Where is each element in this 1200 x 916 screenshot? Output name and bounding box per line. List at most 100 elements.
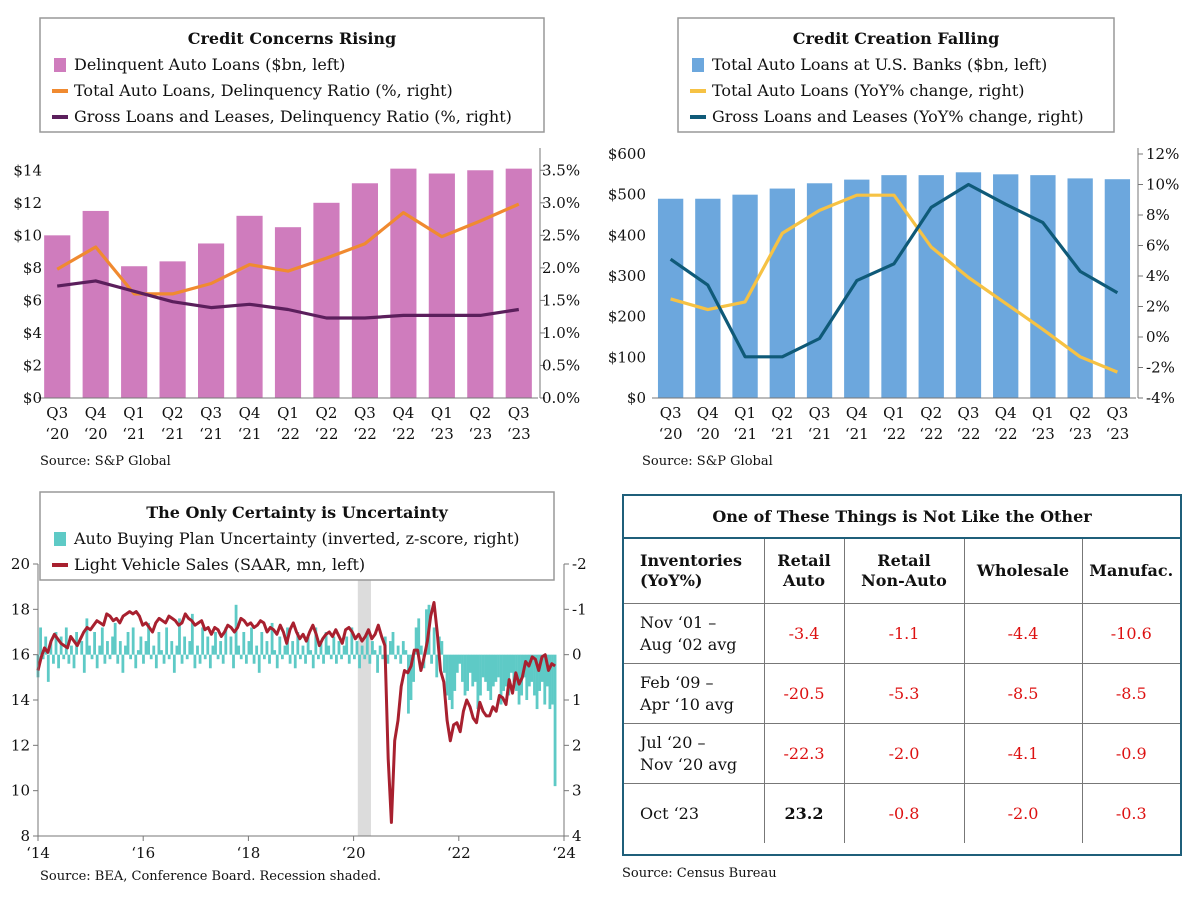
bar bbox=[1067, 178, 1093, 398]
table-row: Oct ‘23 23.2 -0.8 -2.0 -0.3 bbox=[624, 783, 1180, 843]
bar bbox=[351, 183, 378, 398]
bar bbox=[293, 654, 297, 669]
category-label: ‘21 bbox=[199, 425, 223, 443]
category-label: Q1 bbox=[734, 404, 756, 422]
bar bbox=[260, 632, 264, 655]
bar bbox=[201, 627, 205, 655]
bar bbox=[347, 654, 351, 664]
right-tick-label: 0.0% bbox=[542, 389, 580, 407]
bar bbox=[175, 645, 179, 655]
bar bbox=[881, 175, 907, 398]
bar bbox=[538, 654, 542, 691]
bar bbox=[324, 632, 328, 655]
category-label: ‘21 bbox=[122, 425, 146, 443]
bar bbox=[342, 645, 346, 655]
bar bbox=[316, 654, 320, 660]
bar bbox=[396, 645, 400, 655]
bar bbox=[461, 654, 464, 682]
right-tick-label: 6% bbox=[1146, 237, 1170, 255]
category-label: Q4 bbox=[85, 404, 107, 422]
bar bbox=[229, 636, 233, 655]
category-label: ‘21 bbox=[733, 425, 757, 443]
cell-value: -0.9 bbox=[1081, 723, 1180, 784]
cell-value: -5.3 bbox=[843, 663, 965, 724]
cell-value: -3.4 bbox=[763, 603, 845, 664]
bar bbox=[363, 654, 367, 660]
bar bbox=[769, 188, 795, 398]
source-note: Source: BEA, Conference Board. Recession… bbox=[40, 869, 381, 884]
left-tick-label: 14 bbox=[11, 691, 30, 709]
cell-value: -4.4 bbox=[963, 603, 1083, 664]
category-label: Q3 bbox=[660, 404, 682, 422]
bar bbox=[322, 654, 325, 664]
bar bbox=[394, 654, 397, 660]
bar bbox=[291, 641, 295, 655]
bar bbox=[244, 654, 248, 664]
legend-box bbox=[39, 491, 555, 581]
bar bbox=[188, 641, 192, 655]
cell-value: -0.3 bbox=[1081, 783, 1180, 843]
bar bbox=[144, 641, 148, 655]
right-tick-label: 12% bbox=[1146, 145, 1179, 163]
bar bbox=[390, 168, 417, 398]
bar bbox=[95, 654, 99, 669]
right-tick-label: 3.5% bbox=[542, 161, 580, 179]
bar bbox=[419, 645, 423, 655]
right-tick-label: -2 bbox=[572, 555, 587, 573]
x-tick-label: ‘18 bbox=[236, 844, 260, 862]
cell-value: -2.0 bbox=[963, 783, 1083, 843]
category-label: ‘23 bbox=[1031, 425, 1055, 443]
category-label: Q1 bbox=[123, 404, 145, 422]
bar bbox=[353, 654, 356, 660]
bar bbox=[80, 641, 84, 655]
series-line bbox=[670, 193, 1119, 374]
category-label: ‘22 bbox=[391, 425, 415, 443]
bar bbox=[553, 654, 557, 787]
legend-entry: Gross Loans and Leases (YoY% change, rig… bbox=[712, 107, 1084, 126]
table-grid: Inventories (YoY%) Retail Auto Retail No… bbox=[624, 539, 1180, 843]
bar bbox=[443, 654, 446, 673]
bar bbox=[540, 654, 544, 682]
bar bbox=[360, 645, 364, 655]
left-tick-label: $100 bbox=[608, 348, 646, 366]
bar bbox=[147, 622, 151, 655]
left-tick-label: $600 bbox=[608, 145, 646, 163]
bar bbox=[507, 654, 511, 696]
bar bbox=[486, 654, 490, 691]
right-tick-label: 0 bbox=[572, 646, 582, 664]
legend-box bbox=[39, 17, 545, 133]
legend-entry: Delinquent Auto Loans ($bn, left) bbox=[74, 55, 345, 74]
bar bbox=[435, 654, 439, 678]
comparison-table: One of These Things is Not Like the Othe… bbox=[622, 494, 1182, 856]
bar bbox=[527, 654, 531, 687]
category-label: ‘20 bbox=[84, 425, 108, 443]
right-tick-label: 0% bbox=[1146, 328, 1170, 346]
right-tick-label: 3 bbox=[572, 782, 582, 800]
chart-title: The Only Certainty is Uncertainty bbox=[146, 503, 448, 522]
bar bbox=[134, 654, 138, 669]
bar bbox=[409, 654, 413, 700]
bar bbox=[126, 632, 130, 655]
left-tick-label: $6 bbox=[23, 291, 42, 309]
bar bbox=[404, 650, 408, 655]
bar bbox=[466, 654, 469, 691]
bar bbox=[378, 645, 382, 655]
bar bbox=[193, 654, 197, 669]
category-label: Q4 bbox=[239, 404, 261, 422]
bar bbox=[504, 654, 508, 687]
bar bbox=[98, 645, 102, 655]
x-tick-label: ‘22 bbox=[447, 844, 471, 862]
category-label: Q2 bbox=[1069, 404, 1091, 422]
category-label: ‘22 bbox=[994, 425, 1018, 443]
right-tick-label: 0.5% bbox=[542, 356, 580, 374]
bar bbox=[49, 641, 53, 655]
bar bbox=[162, 654, 166, 664]
bar bbox=[502, 654, 506, 691]
bar bbox=[278, 636, 282, 655]
bar bbox=[41, 654, 45, 660]
right-tick-label: 3.0% bbox=[542, 194, 580, 212]
bar bbox=[183, 636, 187, 655]
category-label: Q3 bbox=[354, 404, 376, 422]
category-label: ‘23 bbox=[468, 425, 492, 443]
